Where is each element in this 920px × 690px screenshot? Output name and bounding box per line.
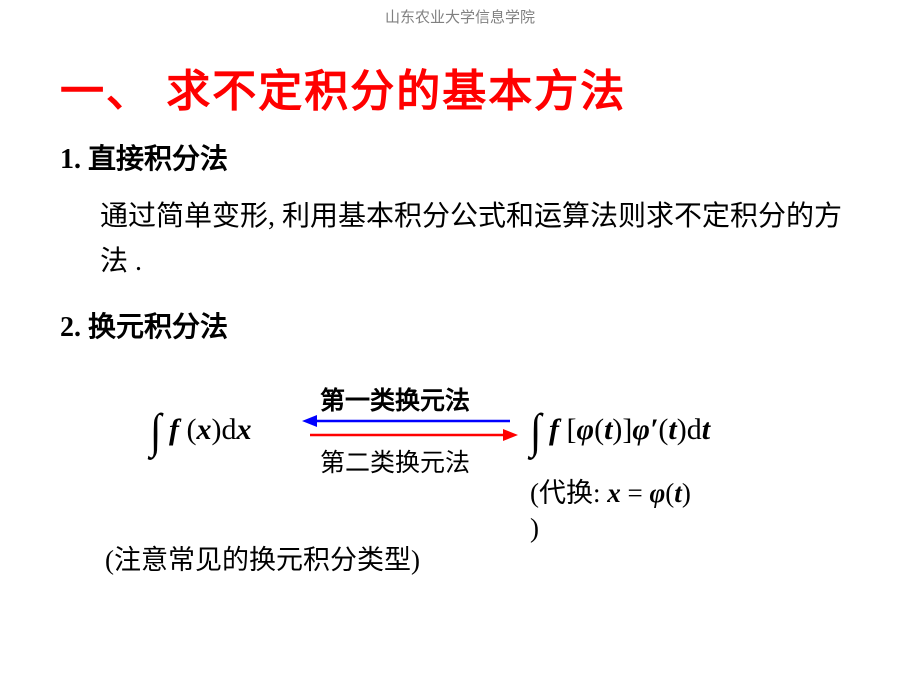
integral-right-expr: ∫ f [φ(t)]φ′(t)dt: [530, 408, 710, 456]
paren-close: ): [530, 513, 539, 544]
institution-header: 山东农业大学信息学院: [0, 0, 920, 27]
integral-left-expr: ∫ f (x)dx: [150, 408, 252, 456]
paren-open: (: [530, 478, 539, 508]
section-1-title: 1. 直接积分法: [0, 137, 920, 177]
arrow-top-head: [302, 415, 317, 427]
section-2-label: 换元积分法: [88, 312, 228, 343]
arrow-bottom-head: [503, 429, 518, 441]
section-2-number: 2.: [60, 312, 81, 343]
section-2-title: 2. 换元积分法: [0, 305, 920, 345]
section-1-label: 直接积分法: [88, 144, 228, 175]
main-title: 一、 求不定积分的基本方法: [0, 27, 920, 129]
section-1-number: 1.: [60, 144, 81, 175]
substitution-note: (代换: x = φ(t): [530, 471, 691, 510]
method-arrows: [300, 413, 520, 443]
substitution-expr: x = φ(t): [607, 478, 691, 508]
substitution-diagram: ∫ f (x)dx 第一类换元法 第二类换元法 ∫ f [φ(t)]φ′(t)d…: [0, 363, 920, 623]
first-method-label: 第一类换元法: [320, 381, 470, 417]
second-method-label: 第二类换元法: [320, 443, 470, 479]
substitution-label: 代换:: [539, 478, 601, 508]
bottom-note: (注意常见的换元积分类型): [105, 538, 420, 577]
section-1-description: 通过简单变形, 利用基本积分公式和运算法则求不定积分的方法 .: [0, 195, 920, 285]
